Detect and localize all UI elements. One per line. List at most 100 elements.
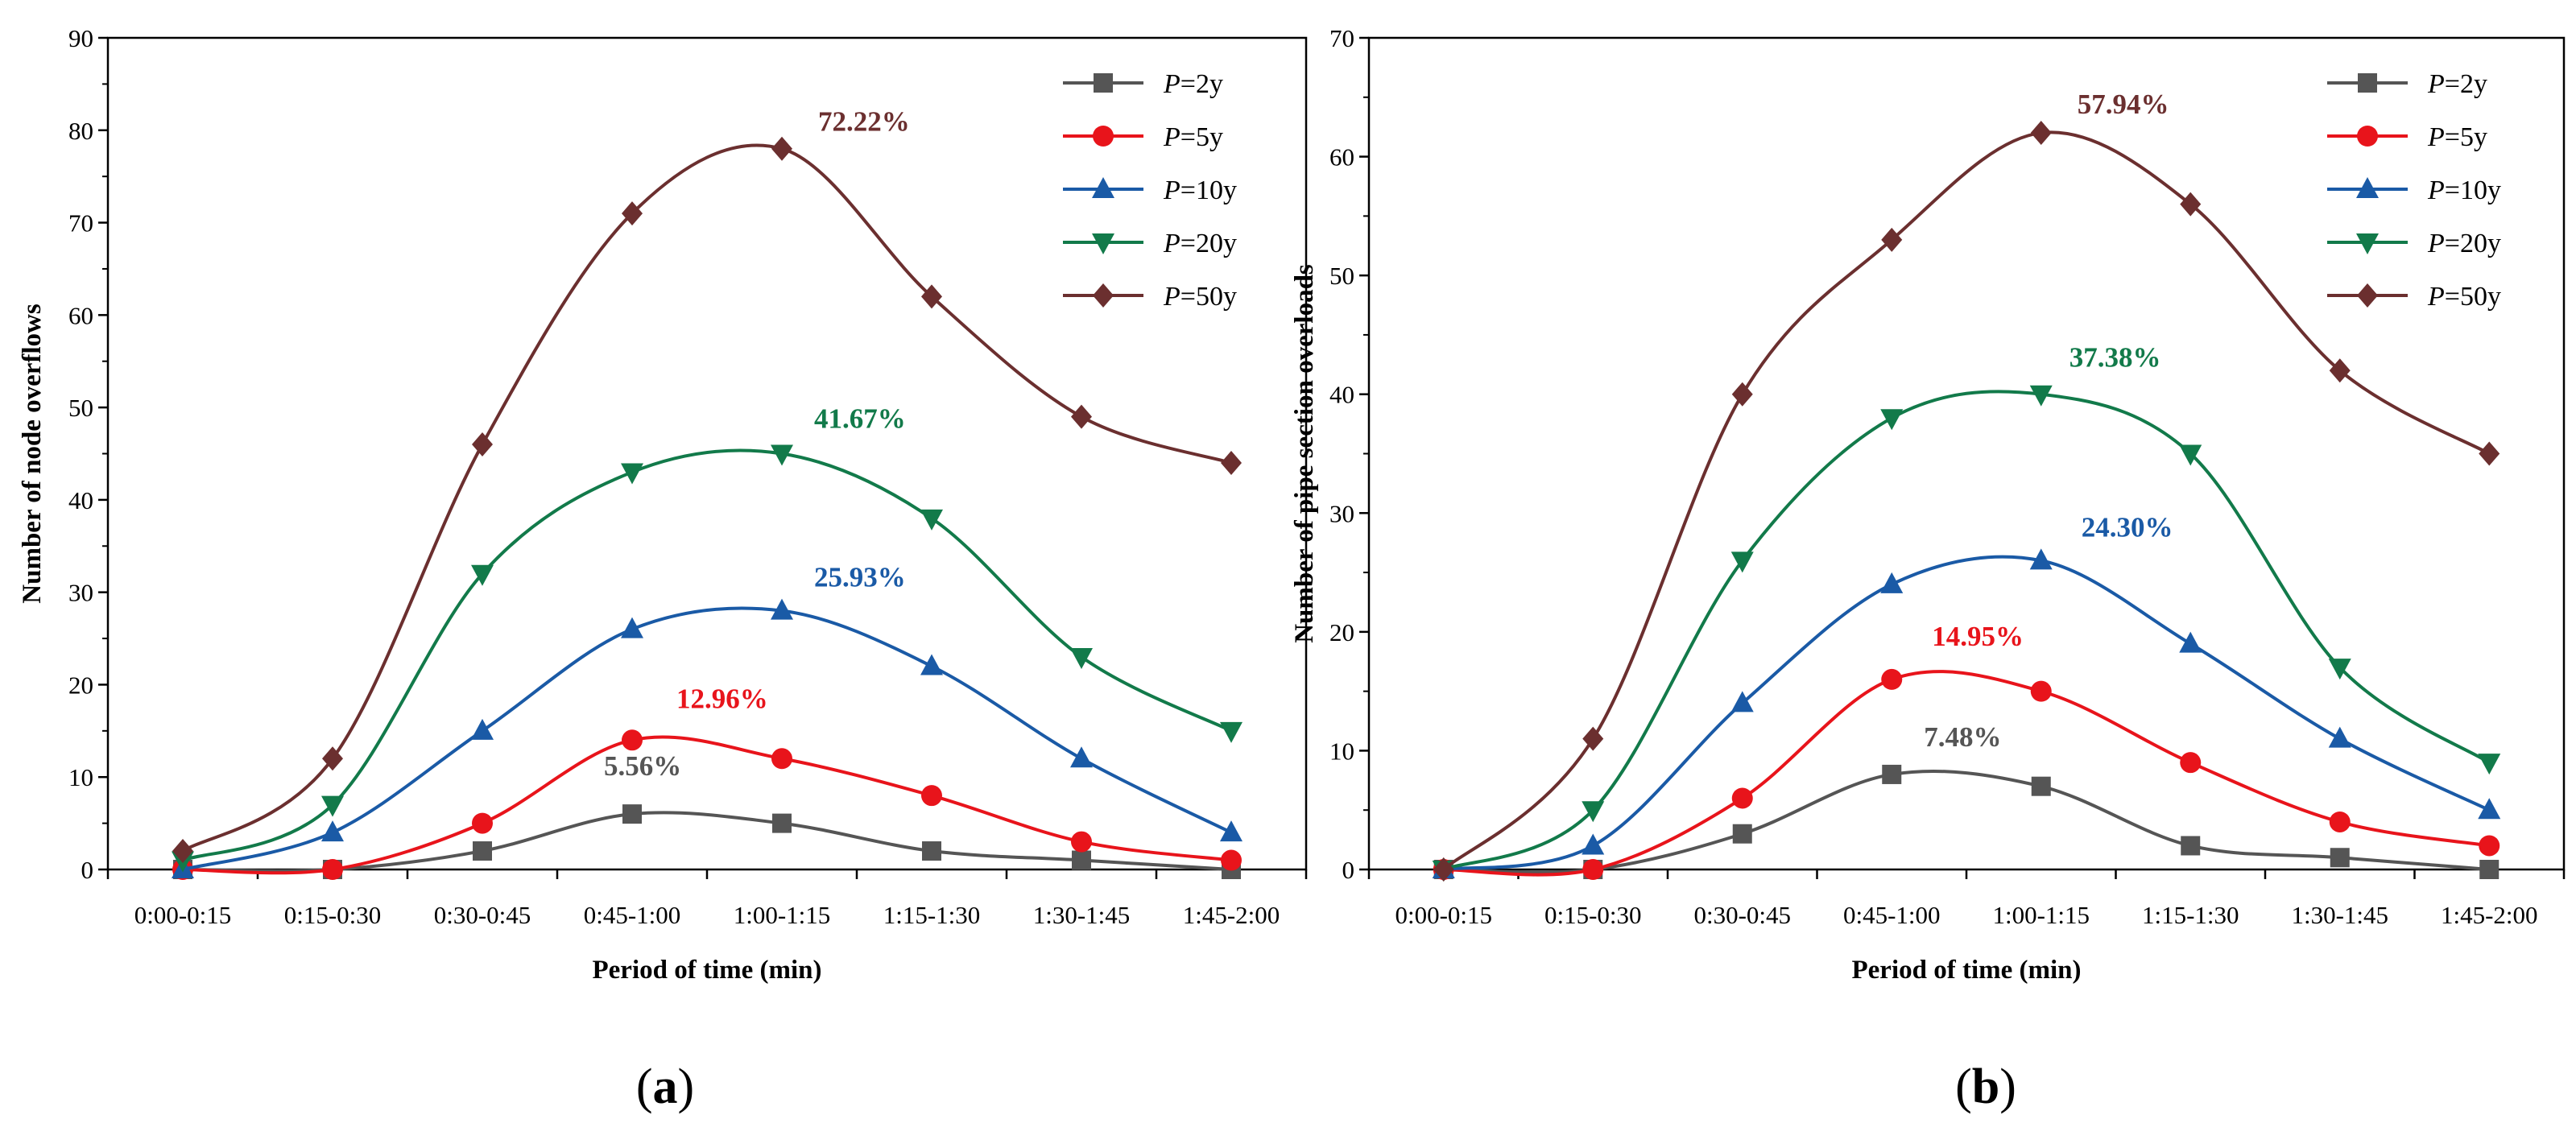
data-point <box>920 509 943 531</box>
y-tick-label: 50 <box>68 394 93 422</box>
data-point <box>1731 382 1753 407</box>
x-tick-label: 0:45-1:00 <box>1843 901 1941 929</box>
peak-percentage-label: 72.22% <box>818 106 910 138</box>
data-point <box>472 432 493 457</box>
data-point <box>921 284 942 309</box>
y-tick-label: 40 <box>68 486 93 514</box>
x-tick-label: 0:30-0:45 <box>1693 901 1791 929</box>
peak-percentage-label: 14.95% <box>1932 621 2024 652</box>
legend-entry: P=5y <box>2427 122 2487 152</box>
panel-label: (b) <box>1955 1059 2016 1114</box>
data-point <box>1731 787 1753 809</box>
data-point <box>471 718 494 740</box>
data-point <box>1070 648 1093 670</box>
y-tick-label: 20 <box>1329 618 1354 646</box>
legend-marker <box>1094 73 1113 93</box>
peak-percentage-label: 57.94% <box>2078 89 2169 120</box>
legend-marker <box>2356 177 2379 198</box>
data-point <box>771 444 793 466</box>
legend-marker <box>2357 126 2378 147</box>
data-point <box>2329 358 2351 383</box>
data-point <box>621 463 643 485</box>
legend-marker <box>2358 73 2377 93</box>
data-point <box>473 841 492 861</box>
legend-marker <box>1093 283 1114 308</box>
legend-entry: P=20y <box>2427 229 2501 258</box>
panel-label: (a) <box>636 1059 694 1114</box>
data-point <box>622 729 643 751</box>
data-point <box>772 813 792 833</box>
legend-entry: P=20y <box>1163 229 1237 258</box>
peak-percentage-label: 24.30% <box>2082 511 2173 543</box>
data-point <box>1880 409 1904 431</box>
x-tick-label: 1:15-1:30 <box>2142 901 2239 929</box>
peak-percentage-label: 7.48% <box>1924 721 2001 753</box>
data-point <box>2179 631 2202 653</box>
data-point <box>1582 726 1604 751</box>
legend-entry: P=50y <box>2427 282 2501 312</box>
data-point <box>1730 551 1754 573</box>
legend-marker <box>1092 177 1114 198</box>
x-tick-label: 1:00-1:15 <box>1992 901 2090 929</box>
x-axis-title: Period of time (min) <box>593 956 822 985</box>
x-axis-title: Period of time (min) <box>1852 956 2082 985</box>
y-tick-label: 10 <box>68 763 93 791</box>
data-point <box>1220 721 1243 743</box>
data-point <box>1880 572 1904 593</box>
data-point <box>2328 659 2351 680</box>
peak-percentage-label: 5.56% <box>604 750 681 782</box>
series-line-20y <box>182 448 1232 862</box>
y-tick-label: 30 <box>68 579 93 607</box>
data-point <box>771 136 792 161</box>
data-point <box>1881 668 1903 690</box>
peak-percentage-label: 37.38% <box>2069 342 2161 374</box>
data-point <box>321 795 344 817</box>
data-point <box>2329 811 2351 832</box>
legend-entry: P=10y <box>2427 176 2501 205</box>
data-point <box>2328 726 2351 748</box>
y-tick-label: 50 <box>1329 262 1354 290</box>
y-tick-label: 80 <box>68 117 93 145</box>
data-point <box>1433 857 1454 882</box>
y-tick-label: 20 <box>68 671 93 699</box>
data-point <box>621 617 643 638</box>
series-line-10y <box>1443 555 2491 871</box>
data-point <box>622 201 643 226</box>
y-tick-label: 60 <box>68 301 93 329</box>
x-tick-label: 0:30-0:45 <box>434 901 531 929</box>
legend-entry: P=2y <box>2427 69 2487 99</box>
x-tick-label: 1:30-1:45 <box>1033 901 1131 929</box>
x-tick-label: 1:15-1:30 <box>883 901 981 929</box>
data-point <box>2029 548 2053 570</box>
legend-marker <box>1093 126 1114 147</box>
chart-panel-b: 0 10 20 30 40 50 60 70 0:00-0:15 0:15-0:30 0:30-0:… <box>1290 24 2566 1114</box>
legend-marker <box>1092 233 1114 254</box>
data-point <box>2179 444 2202 466</box>
y-tick-label: 70 <box>68 209 93 237</box>
data-point <box>1730 691 1754 712</box>
data-point <box>1220 820 1243 842</box>
data-point <box>2479 860 2500 879</box>
x-tick-label: 1:45-2:00 <box>2441 901 2538 929</box>
y-axis-title: Number of node overflows <box>18 304 47 604</box>
y-tick-label: 10 <box>1329 737 1354 765</box>
series-line-5y <box>182 735 1232 875</box>
peak-percentage-label: 12.96% <box>676 683 768 714</box>
data-point <box>1732 824 1752 844</box>
y-tick-label: 60 <box>1329 143 1354 171</box>
series-line-2y <box>182 811 1232 873</box>
data-point <box>1882 764 1902 784</box>
peak-percentage-label: 25.93% <box>814 562 906 593</box>
data-point <box>1582 801 1605 823</box>
series-line-5y <box>1443 670 2490 877</box>
x-tick-label: 1:30-1:45 <box>2291 901 2388 929</box>
data-point <box>1072 850 1091 870</box>
data-point <box>2031 776 2051 796</box>
x-tick-label: 1:45-2:00 <box>1183 901 1280 929</box>
legend-entry: P=5y <box>1163 122 1223 152</box>
y-tick-label: 0 <box>81 856 94 884</box>
data-point <box>1071 404 1092 429</box>
data-point <box>2478 754 2501 775</box>
x-tick-label: 0:45-1:00 <box>584 901 681 929</box>
